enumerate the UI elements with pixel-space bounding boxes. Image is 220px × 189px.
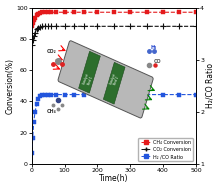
- Y-axis label: Conversion(%): Conversion(%): [6, 58, 15, 114]
- Text: CO₂: CO₂: [47, 49, 57, 54]
- FancyBboxPatch shape: [103, 62, 125, 104]
- FancyBboxPatch shape: [79, 51, 100, 93]
- X-axis label: Time(h): Time(h): [99, 174, 128, 184]
- Legend: CH₄ Conversion, CO₂ Conversion, H₂ /CO Ratio: CH₄ Conversion, CO₂ Conversion, H₂ /CO R…: [138, 138, 193, 161]
- Text: Catalyst
Bed 2: Catalyst Bed 2: [109, 72, 121, 87]
- FancyBboxPatch shape: [58, 41, 153, 118]
- Y-axis label: H₂/CO Ratio: H₂/CO Ratio: [205, 63, 214, 108]
- Text: H₂: H₂: [150, 45, 157, 50]
- Text: Catalyst
Bed 1: Catalyst Bed 1: [82, 72, 95, 87]
- Text: CH₄: CH₄: [47, 109, 57, 114]
- Text: CO: CO: [153, 59, 161, 64]
